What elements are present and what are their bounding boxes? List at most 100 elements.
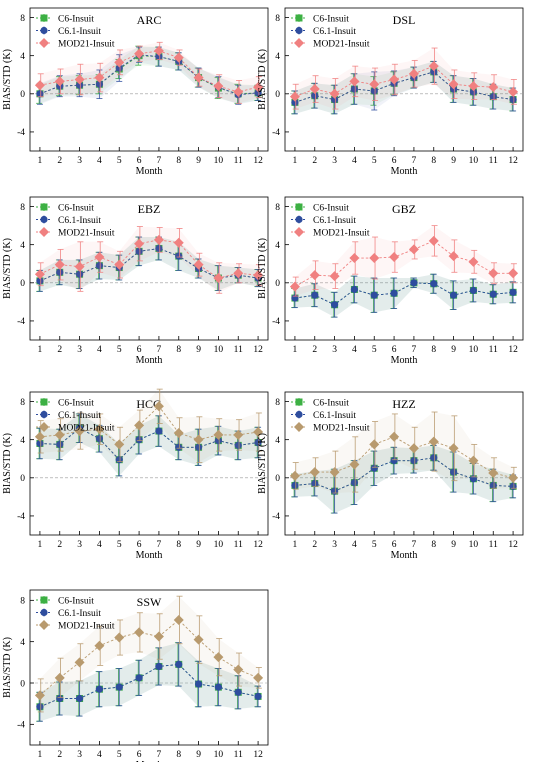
data-point <box>311 92 319 100</box>
std-band <box>294 445 514 514</box>
legend-label: MOD21-Insuit <box>313 39 370 49</box>
data-point <box>410 457 418 465</box>
data-point <box>448 79 459 90</box>
x-tick-label: 1 <box>293 156 298 166</box>
data-point <box>114 632 125 643</box>
x-tick-label: 3 <box>332 345 337 355</box>
x-tick-label: 2 <box>57 540 62 550</box>
data-point <box>155 427 163 435</box>
y-tick-label: 4 <box>20 52 25 62</box>
x-tick-label: 10 <box>214 156 224 166</box>
data-point <box>509 288 517 296</box>
panel-title: SSW <box>137 595 162 609</box>
data-point <box>309 84 320 95</box>
x-tick-label: 6 <box>392 345 397 355</box>
x-tick-label: 8 <box>176 156 181 166</box>
y-tick-label: 4 <box>20 436 25 446</box>
x-tick-label: 3 <box>77 156 82 166</box>
x-tick-label: 2 <box>57 750 62 760</box>
data-point <box>233 429 244 440</box>
legend: C6-Insuit C6.1-Insuit MOD21-Insuit <box>36 596 115 631</box>
data-point <box>449 468 458 476</box>
legend-label: C6.1-Insuit <box>313 216 356 226</box>
x-axis-label: Month <box>136 166 163 177</box>
x-tick-label: 6 <box>137 540 142 550</box>
x-tick-label: 2 <box>312 540 317 550</box>
plot-frame <box>29 391 269 536</box>
x-tick-label: 10 <box>469 345 479 355</box>
legend-label: MOD21-Insuit <box>313 228 370 238</box>
legend-marker <box>295 410 303 419</box>
data-point <box>135 436 143 444</box>
y-tick-label: 8 <box>275 203 280 213</box>
x-tick-label: 11 <box>234 345 243 355</box>
data-point <box>489 481 497 490</box>
data-point <box>95 262 104 270</box>
data-point <box>390 457 398 465</box>
data-point <box>369 439 380 450</box>
data-point <box>428 235 439 246</box>
x-tick-label: 12 <box>508 156 518 166</box>
data-point <box>153 45 164 56</box>
data-point <box>389 74 400 85</box>
x-tick-label: 5 <box>117 750 122 760</box>
y-tick-label: -4 <box>272 512 280 522</box>
x-tick-label: 5 <box>372 345 377 355</box>
data-point <box>34 431 45 442</box>
x-tick-label: 11 <box>234 750 243 760</box>
data-point <box>253 672 264 683</box>
x-tick-label: 7 <box>157 156 162 166</box>
data-point <box>34 269 45 280</box>
data-point <box>329 88 340 99</box>
data-point <box>428 61 439 72</box>
x-tick-label: 9 <box>451 540 456 550</box>
legend: C6-Insuit C6.1-Insuit MOD21-Insuit <box>36 14 115 49</box>
y-axis-label: BIAS/STD (K) <box>2 238 13 299</box>
x-tick-label: 4 <box>97 345 102 355</box>
data-point <box>350 85 359 93</box>
data-point <box>54 429 65 440</box>
x-axis-label: Month <box>136 355 163 366</box>
data-point <box>253 427 264 438</box>
std-band <box>294 61 514 114</box>
data-point <box>488 468 499 479</box>
legend: C6-Insuit C6.1-Insuit MOD21-Insuit <box>291 14 370 49</box>
panel-title: GBZ <box>392 202 416 216</box>
data-point <box>115 683 123 691</box>
legend: C6-Insuit C6.1-Insuit MOD21-Insuit <box>36 398 115 433</box>
data-point <box>349 459 360 470</box>
x-tick-label: 3 <box>332 156 337 166</box>
x-tick-label: 6 <box>137 750 142 760</box>
y-tick-label: -4 <box>272 317 280 327</box>
x-tick-label: 12 <box>253 540 263 550</box>
data-point <box>469 286 478 295</box>
series-c6-1-insuit <box>291 273 517 318</box>
data-point <box>410 279 418 287</box>
y-tick-label: 4 <box>275 52 280 62</box>
x-tick-label: 2 <box>312 156 317 166</box>
data-point <box>309 467 320 478</box>
std-band <box>39 47 259 105</box>
data-point <box>194 680 203 688</box>
std-band <box>294 48 514 110</box>
x-tick-label: 7 <box>412 540 417 550</box>
legend-label: C6.1-Insuit <box>58 216 101 226</box>
std-band <box>39 237 259 292</box>
data-point <box>509 95 517 104</box>
data-point <box>254 692 262 701</box>
data-point <box>311 291 319 299</box>
data-point <box>408 443 419 454</box>
legend-label: C6.1-Insuit <box>313 411 356 421</box>
legend-marker <box>40 14 48 22</box>
data-point <box>448 251 459 262</box>
data-point <box>193 259 204 270</box>
legend-label: C6-Insuit <box>58 14 94 24</box>
data-point <box>448 443 459 454</box>
data-point <box>153 234 164 245</box>
data-point <box>488 268 499 279</box>
data-point <box>94 640 105 651</box>
data-point <box>254 438 262 447</box>
